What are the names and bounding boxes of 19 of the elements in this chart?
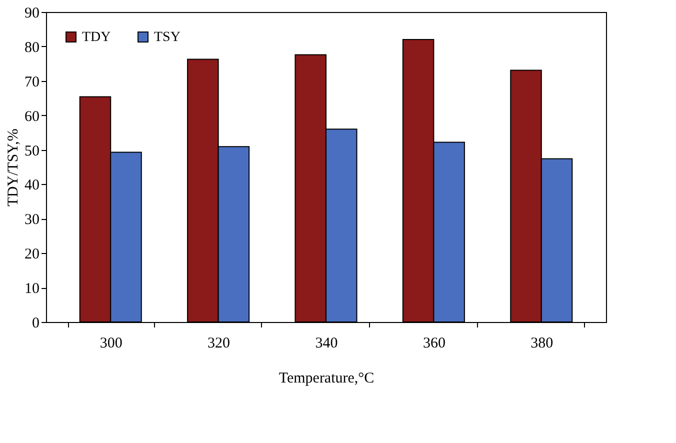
x-tick-label: 300 xyxy=(100,336,122,352)
x-tick-label: 360 xyxy=(422,336,446,352)
y-tick-label: 70 xyxy=(24,74,40,90)
y-tick-label: 60 xyxy=(24,108,40,125)
y-tick-label: 80 xyxy=(24,40,40,56)
y-tick-label: 40 xyxy=(24,178,40,194)
y-tick-label: 50 xyxy=(24,143,40,160)
x-tick-label: 320 xyxy=(208,336,230,352)
x-tick-label: 340 xyxy=(315,336,338,352)
y-axis-title: TDY/TSY,% xyxy=(6,128,22,206)
y-tick-label: 30 xyxy=(24,212,40,228)
y-tick-label: 10 xyxy=(24,281,40,298)
x-axis-title: Temperature,°C xyxy=(278,370,374,386)
y-tick-label: 20 xyxy=(24,246,40,263)
legend-label: TSY xyxy=(154,30,180,45)
y-tick-label: 0 xyxy=(32,316,40,332)
x-tick-label: 380 xyxy=(530,336,554,352)
y-tick-label: 90 xyxy=(24,6,40,22)
legend-label: TDY xyxy=(82,30,111,45)
